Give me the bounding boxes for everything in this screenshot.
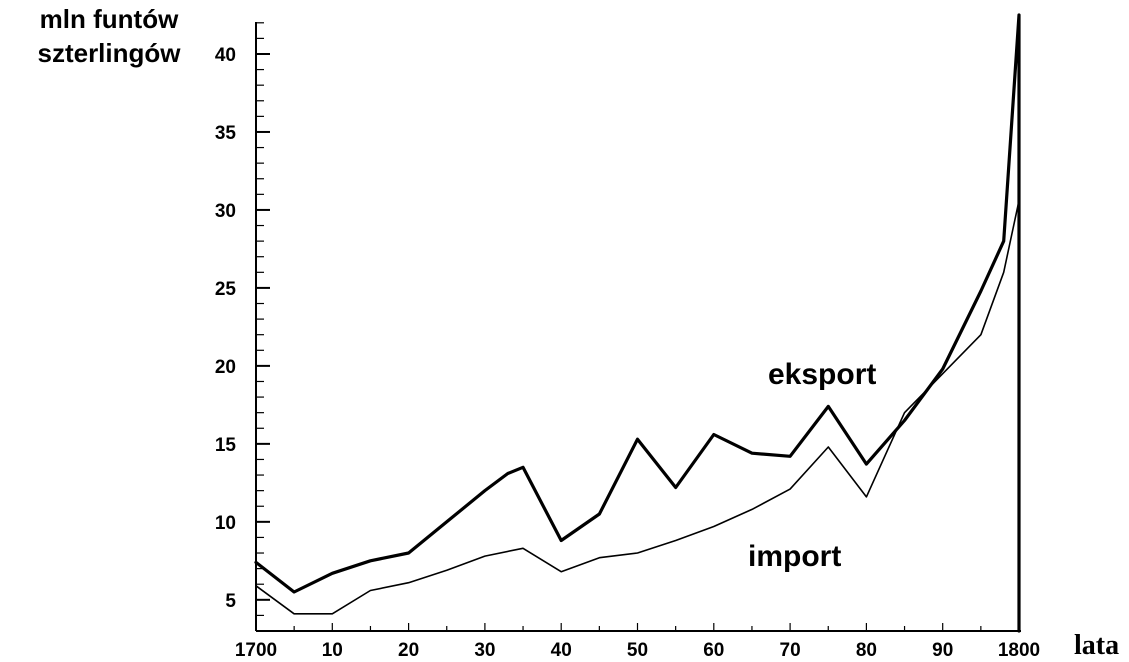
y-ticks: 5 10 15 20 25 30 35 40 (215, 22, 270, 617)
series-line-import (255, 199, 1020, 615)
y-tick-label: 5 (225, 591, 236, 612)
series-label-import: import (748, 540, 842, 573)
x-tick-label: 1800 (998, 640, 1040, 660)
series-layer (254, 13, 1021, 633)
x-tick-label: 60 (703, 640, 724, 660)
y-tick-label: 20 (215, 357, 236, 378)
y-tick-label: 15 (215, 435, 237, 456)
x-ticks: 1700 10 20 30 40 50 60 70 80 90 1800 (235, 623, 1040, 660)
x-tick-label: 20 (398, 640, 419, 660)
y-tick-label: 40 (215, 45, 236, 66)
series-label-eksport: eksport (768, 358, 877, 391)
y-axis-title-line-2: szterlingów (37, 38, 181, 68)
x-tick-label: 10 (322, 640, 343, 660)
y-axis-title: mln funtów szterlingów (14, 2, 204, 70)
axes: 5 10 15 20 25 30 35 40 1700 10 20 30 40 50 60 70 80 90 18… (215, 22, 1040, 660)
x-axis-title: lata (1074, 630, 1120, 661)
series-line-eksport (254, 13, 1021, 633)
x-tick-label: 90 (932, 640, 953, 660)
x-tick-label: 40 (551, 640, 572, 660)
y-tick-label: 35 (215, 123, 237, 144)
x-tick-label: 50 (627, 640, 648, 660)
x-tick-label: 30 (474, 640, 495, 660)
y-tick-label: 10 (215, 513, 236, 534)
x-tick-label: 1700 (235, 640, 277, 660)
y-tick-label: 30 (215, 201, 236, 222)
x-tick-label: 70 (780, 640, 801, 660)
x-tick-label: 80 (856, 640, 877, 660)
y-tick-label: 25 (215, 279, 237, 300)
y-axis-title-line-1: mln funtów (39, 4, 179, 34)
